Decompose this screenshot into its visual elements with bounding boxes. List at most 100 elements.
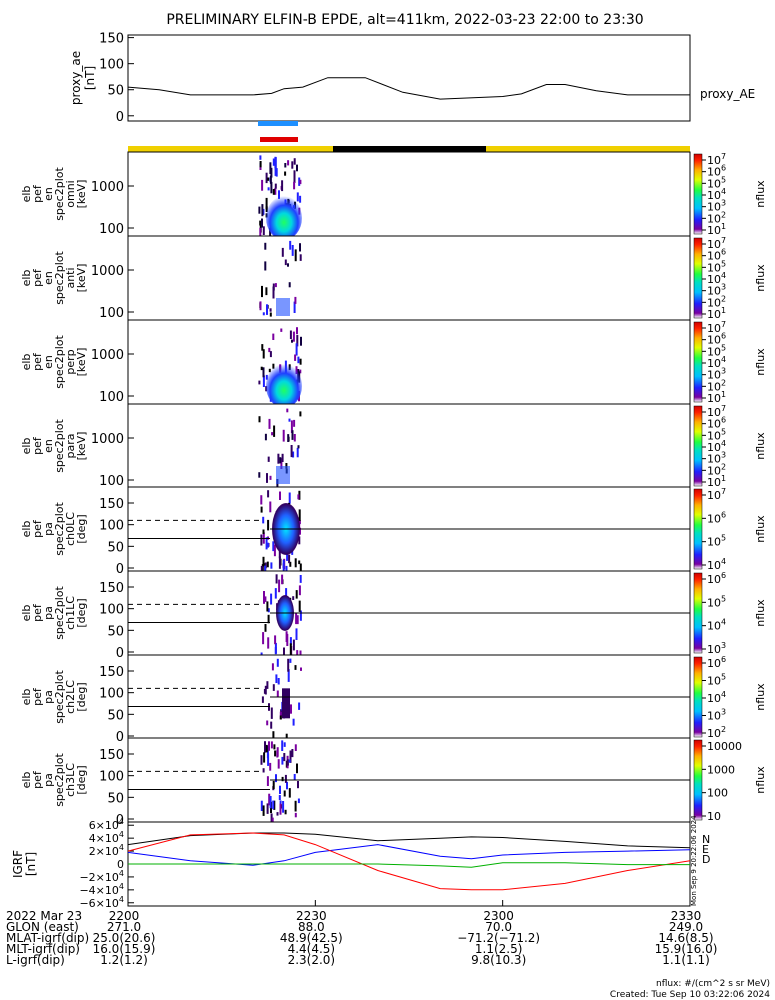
ylabel-line: spec2plot [53,502,66,556]
ytick-label: 150 [99,581,124,596]
spectrogram-pixel [289,643,292,656]
spectrogram-pixel [296,763,298,774]
colorbar-tick-label: 104 [707,355,726,370]
spectrogram-pixel [262,805,265,816]
ytick-label: 1000 [91,180,124,195]
ylabel-line: en [42,187,55,201]
spectrogram-pixel [283,647,285,656]
spectrogram-pixel [259,301,262,311]
spectrogram-pixel [272,189,275,195]
orbit-row-value: 249.0 [669,920,703,934]
spectrogram-pixel [264,261,267,271]
spectrogram-pixel [294,354,297,361]
spectrogram-pixel [267,177,270,181]
colorbar-tick-label: 103 [707,199,726,214]
spectrogram-pixel [261,204,264,217]
colorbar-tick-label: 106 [707,332,726,347]
spectrogram-pixel [290,704,292,714]
spectrogram-pixel [276,658,279,667]
side-stamp: Mon Sep 9 20:22:06 2024 [690,815,698,906]
spectrogram-pixel [298,509,301,521]
spectrogram-pixel [281,180,284,192]
spectrogram-pixel [297,798,300,804]
ylabel-line: elb [20,605,33,622]
spectrogram-pixel [272,731,275,744]
spectrogram-pixel [284,809,287,815]
spectrogram-pixel [284,163,287,168]
spectrogram-pixel [276,747,279,757]
spectrogram-pixel [292,331,295,342]
panel-frame [127,235,691,321]
spectrogram-pixel [295,628,298,640]
ylabel-line: elb [20,270,33,287]
ytick-label: 100 [99,687,124,702]
spectrogram-pixel [291,245,294,256]
spectrogram-pixel [294,812,297,818]
colorbar-tick-label: 101 [707,306,726,321]
zone-bar-red [260,137,298,142]
spectrogram-pixel [272,286,275,299]
spectrogram-pixel [262,556,265,567]
ytick-label: 150 [99,748,124,763]
colorbar-tick-label: 10 [707,810,721,823]
spectrogram-pixel [297,781,299,789]
colorbar-tick-label: 102 [707,462,726,477]
spectrogram-pixel [299,179,302,185]
spectrogram-pixel [288,492,291,504]
spectrogram-pixel [268,741,270,751]
colorbar-tick-label: 106 [707,510,726,525]
colorbar-label-group: nflux [754,180,767,208]
spectrogram-pixel [278,579,281,593]
spectrogram-pixel [296,327,298,335]
spectrogram-pixel [269,762,272,771]
ytick-label: 100 [99,770,124,785]
colorbar [693,321,703,403]
colorbar-tick-label: 105 [707,427,726,442]
colorbar-tick-label: 105 [707,343,726,358]
igrf-ylabel: IGRF [nT] [11,850,38,878]
orbit-row-value: 2330 [671,909,702,923]
spectrogram-pixel [289,750,292,763]
spectrogram-pixel [260,755,263,765]
spectrogram-pixel [269,162,272,174]
orbit-row-label: L-igrf(dip) [6,953,65,967]
spectrogram-pixel [286,759,289,766]
flux-enhancement [276,298,290,316]
spectrogram-pixel [295,343,298,356]
figure-title: PRELIMINARY ELFIN-B EPDE, alt=411km, 202… [166,12,643,28]
spectrogram-pixel [267,519,270,531]
spectrogram-pixel [279,491,281,500]
spectrogram-pixel [271,817,274,825]
spectrogram-pixel [262,768,265,773]
spectrogram-pixel [268,347,271,353]
colorbar-tick-label: 103 [707,641,726,656]
ylabel-line: [keV] [75,348,88,377]
spectrogram-pixel [298,536,301,545]
proxy-ae-ylabel: proxy_ae [nT] [69,51,97,105]
colorbar [693,237,703,319]
orbit-row-value: 2230 [296,909,327,923]
colorbar-label: nflux [754,264,767,292]
spectrogram-pixel [286,408,289,413]
ylabel-line: elb [20,689,33,706]
spectrogram-pixel [275,674,278,683]
spectrogram-pixel [300,667,302,671]
colorbar-tick-label: 102 [707,210,726,225]
spectrogram-pixel [285,565,288,574]
spectrogram-pixel [262,529,265,534]
footer-units: nflux: #/(cm^2 s sr MeV) [656,979,770,989]
flux-enhancement [266,196,302,240]
proxy-ae-frame [127,34,691,122]
orbit-row-value: 25.0(20.6) [93,931,156,945]
spectrogram-pixel [272,541,275,552]
spectrogram-pixel [268,793,271,806]
spectrogram-pixel [298,585,301,596]
spectrogram-pixel [262,312,265,316]
colorbar-label: nflux [754,766,767,794]
orbit-row-value: 1.1(1.1) [662,953,710,967]
spectrogram-pixel [267,456,270,462]
spectrogram-pixel [291,430,294,440]
